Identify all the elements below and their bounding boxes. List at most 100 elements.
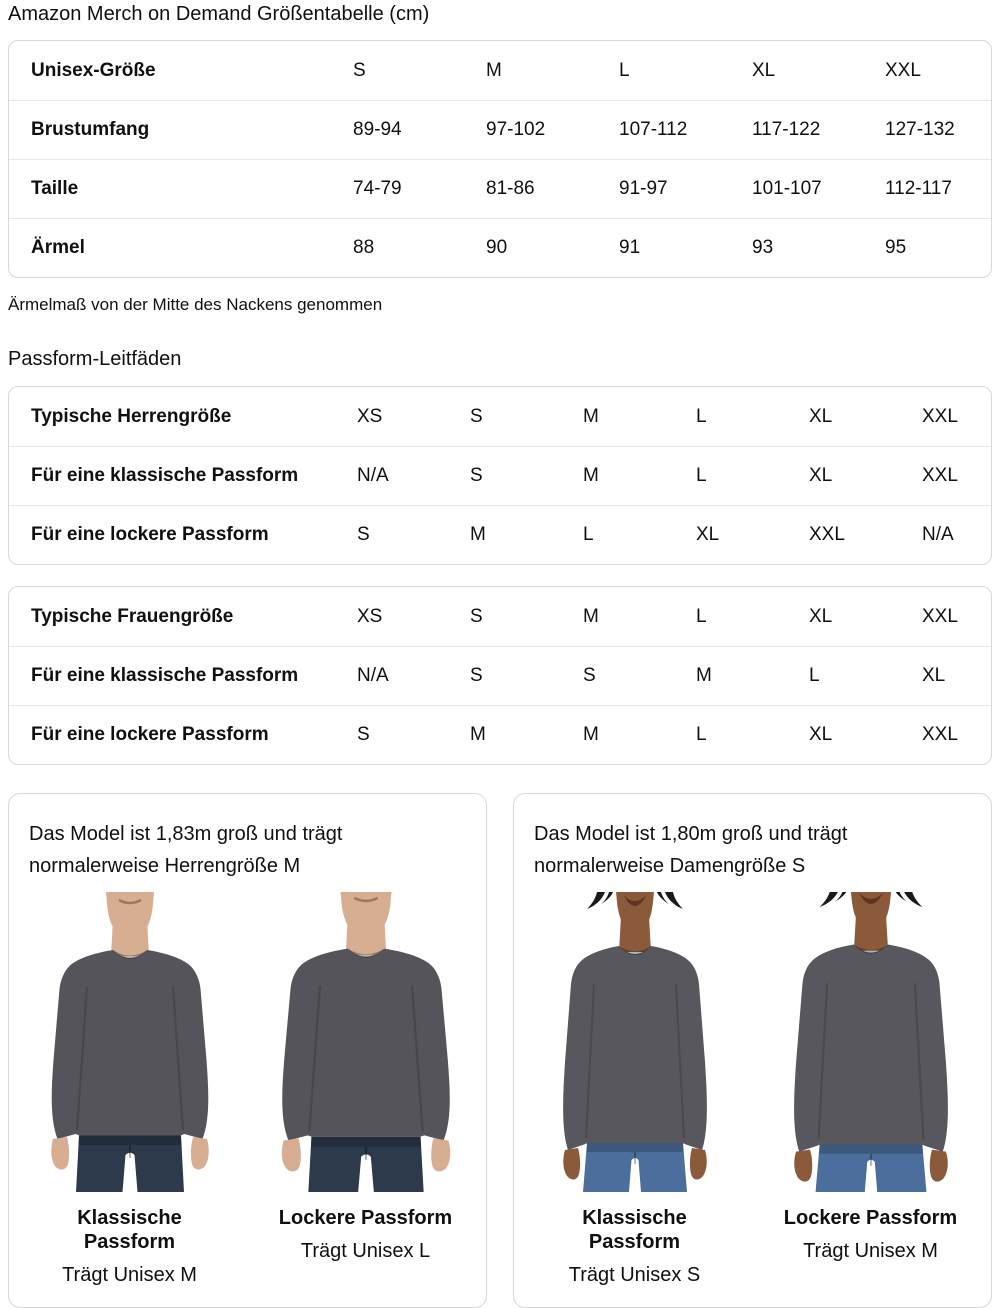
model-shirt — [281, 948, 450, 1141]
shirt-collar — [347, 948, 384, 958]
sleeve-measure-note: Ärmelmaß von der Mitte des Nackens genom… — [8, 295, 383, 314]
value-cell: L — [696, 465, 707, 486]
figure-female-classic: Klassische Passform Trägt Unisex S — [538, 892, 731, 1287]
sleeve-seam-left — [307, 986, 321, 1132]
table-row: Taille 74-79 81-86 91-97 101-107 112-117 — [9, 159, 991, 218]
row-label: Ärmel — [31, 237, 85, 258]
value-cell: M — [583, 465, 599, 486]
model-jeans — [307, 1136, 424, 1192]
model-hair-left — [819, 892, 838, 908]
model-hand-right — [430, 1138, 450, 1172]
fit-label: Lockere Passform — [278, 1207, 453, 1229]
row-label: Typische Frauengröße — [31, 605, 234, 627]
table-row: Brustumfang 89-94 97-102 107-112 117-122… — [9, 100, 991, 159]
fit-label: Klassische Passform — [77, 1207, 182, 1253]
value-cell: M — [583, 405, 599, 427]
male-model-figure — [281, 892, 450, 1192]
row-label: Unisex-Größe — [31, 59, 156, 81]
value-cell: 117-122 — [752, 119, 821, 140]
model-hand-left — [281, 1138, 301, 1172]
size-label: Trägt Unisex M — [62, 1264, 197, 1286]
value-cell: S — [357, 524, 370, 545]
value-cell: M — [470, 724, 486, 745]
row-label: Taille — [31, 178, 79, 199]
male-model-card: Das Model ist 1,83m groß und trägt norma… — [8, 793, 487, 1308]
value-cell: N/A — [357, 465, 389, 486]
unisex-size-table: Unisex-Größe S M L XL XXL Brustumfang 89… — [8, 40, 992, 278]
value-cell: XXL — [922, 405, 958, 427]
value-cell: XXL — [922, 605, 958, 627]
model-hair-left2 — [834, 892, 846, 902]
value-cell: XL — [809, 465, 833, 486]
model-shirt — [793, 944, 948, 1152]
table-row: Für eine lockere Passform S M M L XL XXL — [9, 705, 991, 764]
value-cell: N/A — [922, 524, 954, 545]
model-jeans — [582, 1143, 687, 1192]
value-cell: 89-94 — [353, 119, 402, 140]
model-hand-left — [50, 1137, 69, 1170]
model-cards: Das Model ist 1,83m groß und trägt norma… — [8, 793, 992, 1308]
value-cell: XXL — [922, 724, 958, 745]
value-cell: 91 — [619, 237, 641, 258]
sleeve-seam-right — [410, 986, 424, 1132]
value-cell: 107-112 — [619, 119, 688, 140]
model-hand-right — [929, 1149, 948, 1182]
model-jeans — [75, 1135, 184, 1192]
value-cell: M — [470, 524, 486, 545]
fit-label: Klassische Passform — [582, 1207, 687, 1253]
value-cell: S — [583, 665, 596, 686]
value-cell: XS — [357, 605, 383, 627]
men-fit-table: Typische Herrengröße XS S M L XL XXL Für… — [8, 386, 992, 565]
size-header-cell: XL — [752, 59, 776, 81]
model-chin — [615, 892, 654, 932]
women-fit-table: Typische Frauengröße XS S M L XL XXL Für… — [8, 586, 992, 765]
female-model-card: Das Model ist 1,80m groß und trägt norma… — [513, 793, 992, 1308]
model-chin — [340, 892, 391, 937]
row-label: Für eine lockere Passform — [31, 724, 269, 745]
model-hand-left — [793, 1149, 812, 1182]
figure-male-classic: Klassische Passform Trägt Unisex M — [33, 892, 226, 1287]
model-lips — [623, 895, 646, 906]
value-cell: 127-132 — [885, 119, 955, 140]
table-row: Typische Frauengröße XS S M L XL XXL — [9, 587, 991, 646]
model-hair-right — [903, 892, 922, 908]
value-cell: L — [809, 665, 820, 686]
size-header-cell: M — [486, 59, 502, 81]
table-row: Für eine klassische Passform N/A S M L X… — [9, 446, 991, 505]
row-label: Für eine klassische Passform — [31, 465, 299, 486]
shirt-collar — [853, 944, 888, 954]
size-header-cell: L — [619, 59, 630, 81]
value-cell: 74-79 — [353, 178, 402, 199]
value-cell: L — [583, 524, 594, 545]
sleeve-seam-left — [817, 983, 828, 1140]
sleeve-seam-left — [75, 986, 88, 1131]
table-row: Ärmel 88 90 91 93 95 — [9, 218, 991, 277]
value-cell: XL — [809, 405, 833, 427]
size-label: Trägt Unisex S — [568, 1264, 701, 1286]
fit-guides-heading: Passform-Leitfäden — [8, 348, 182, 370]
model-hair-right2 — [895, 892, 907, 902]
jeans-waistband — [586, 1143, 683, 1152]
value-cell: XL — [809, 724, 833, 745]
sleeve-seam-left — [584, 983, 595, 1139]
value-cell: L — [696, 405, 707, 427]
value-cell: S — [470, 665, 483, 686]
fit-label: Lockere Passform — [783, 1207, 958, 1229]
model-chin — [105, 892, 154, 938]
model-mouth — [353, 896, 378, 903]
figure-male-loose: Lockere Passform Trägt Unisex L — [269, 892, 462, 1287]
jeans-waistband — [78, 1135, 181, 1145]
value-cell: M — [696, 665, 712, 686]
male-classic-photo — [33, 892, 226, 1192]
jeans-waistband — [310, 1136, 421, 1147]
male-model-figure — [50, 892, 209, 1192]
value-cell: 81-86 — [486, 178, 535, 199]
value-cell: XL — [809, 605, 833, 627]
model-hand-right — [190, 1137, 209, 1170]
value-cell: 88 — [353, 237, 375, 258]
female-model-figure — [562, 892, 707, 1192]
figures-row: Klassische Passform Trägt Unisex S — [534, 892, 971, 1287]
value-cell: N/A — [357, 665, 389, 686]
figure-caption: Klassische Passform Trägt Unisex S — [539, 1206, 731, 1287]
